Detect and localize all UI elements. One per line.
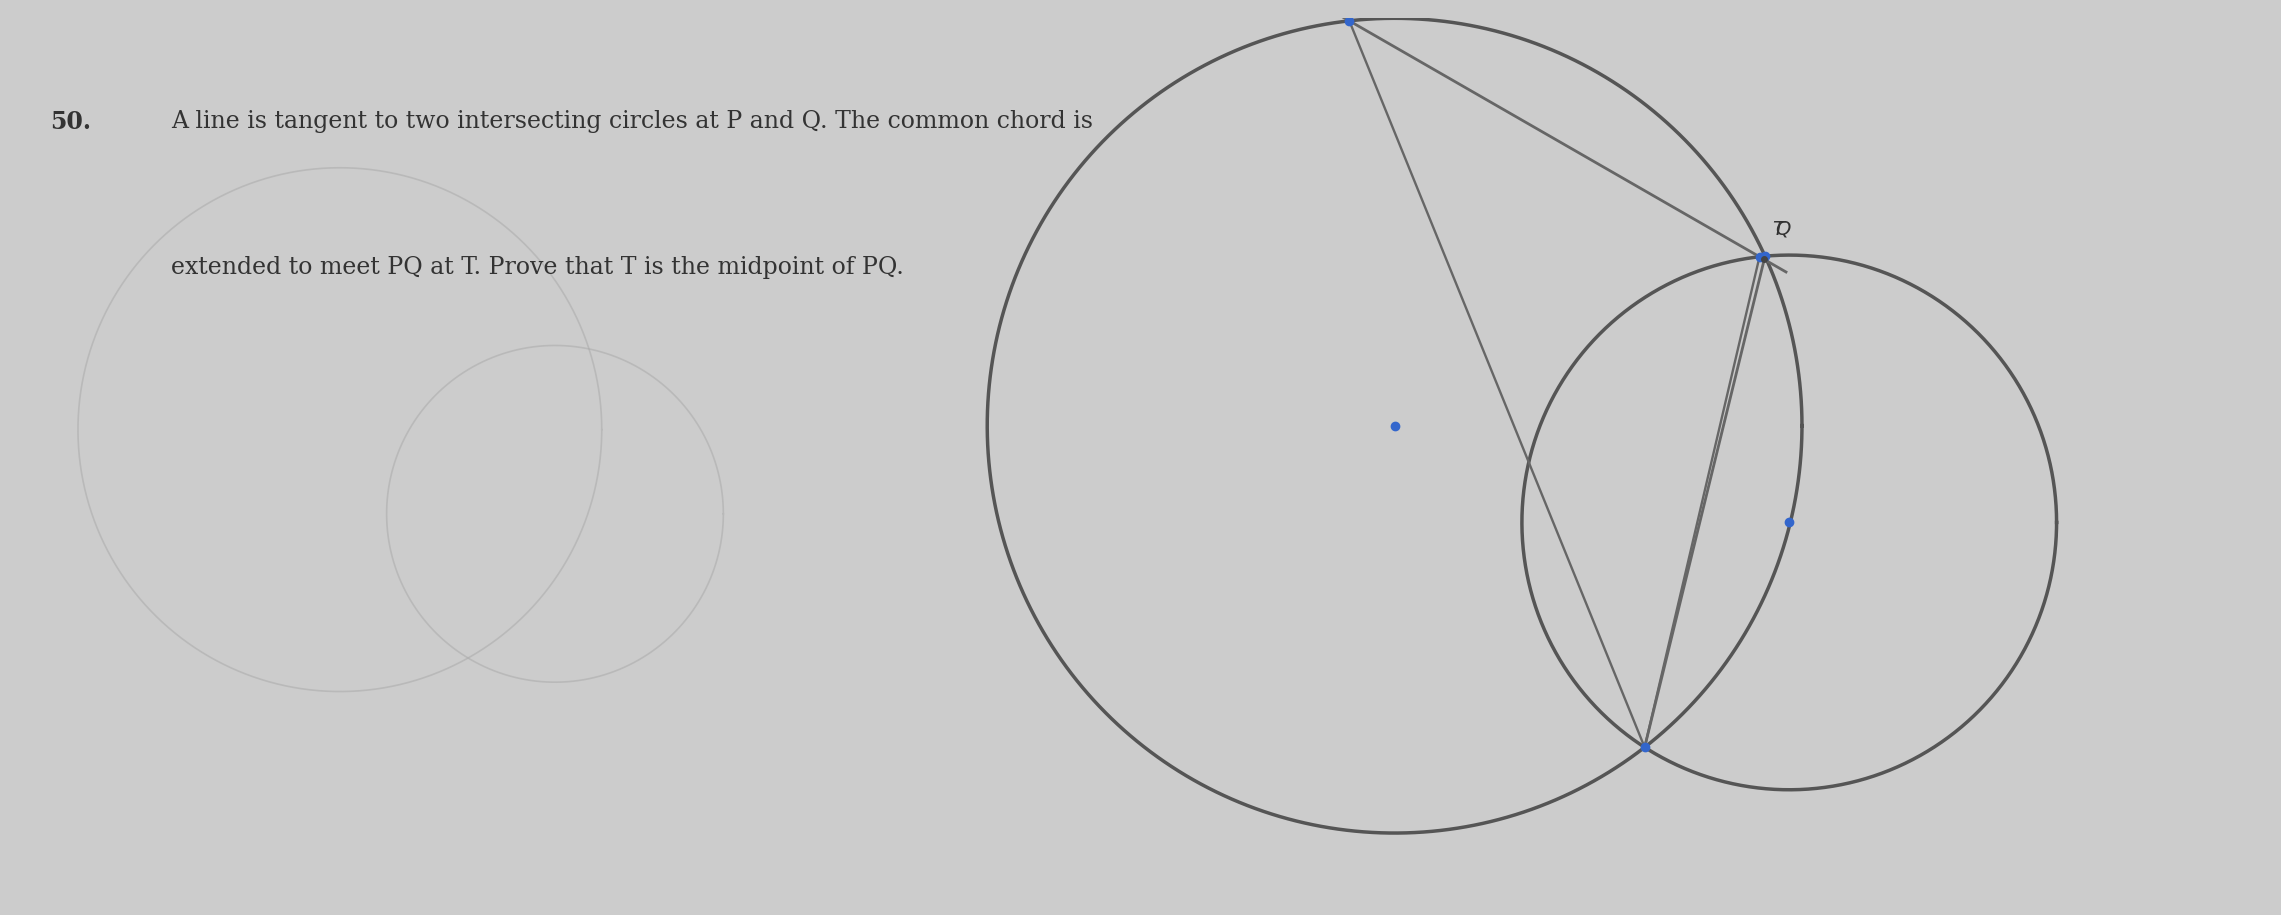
Text: A line is tangent to two intersecting circles at P and Q. The common chord is: A line is tangent to two intersecting ci…: [171, 110, 1093, 133]
Text: Q: Q: [1775, 220, 1791, 239]
Text: 50.: 50.: [50, 110, 91, 134]
Text: extended to meet PQ at T. Prove that T is the midpoint of PQ.: extended to meet PQ at T. Prove that T i…: [171, 256, 903, 279]
Text: T: T: [1772, 221, 1784, 239]
